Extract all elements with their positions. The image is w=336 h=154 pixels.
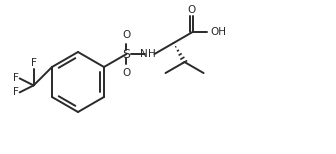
Text: F: F xyxy=(31,58,37,68)
Text: O: O xyxy=(187,5,195,15)
Text: F: F xyxy=(13,73,18,83)
Text: F: F xyxy=(13,87,18,97)
Text: OH: OH xyxy=(211,27,226,37)
Text: O: O xyxy=(122,68,131,78)
Text: N: N xyxy=(140,49,148,59)
Text: S: S xyxy=(123,47,130,61)
Text: O: O xyxy=(122,30,131,40)
Text: H: H xyxy=(149,49,156,59)
